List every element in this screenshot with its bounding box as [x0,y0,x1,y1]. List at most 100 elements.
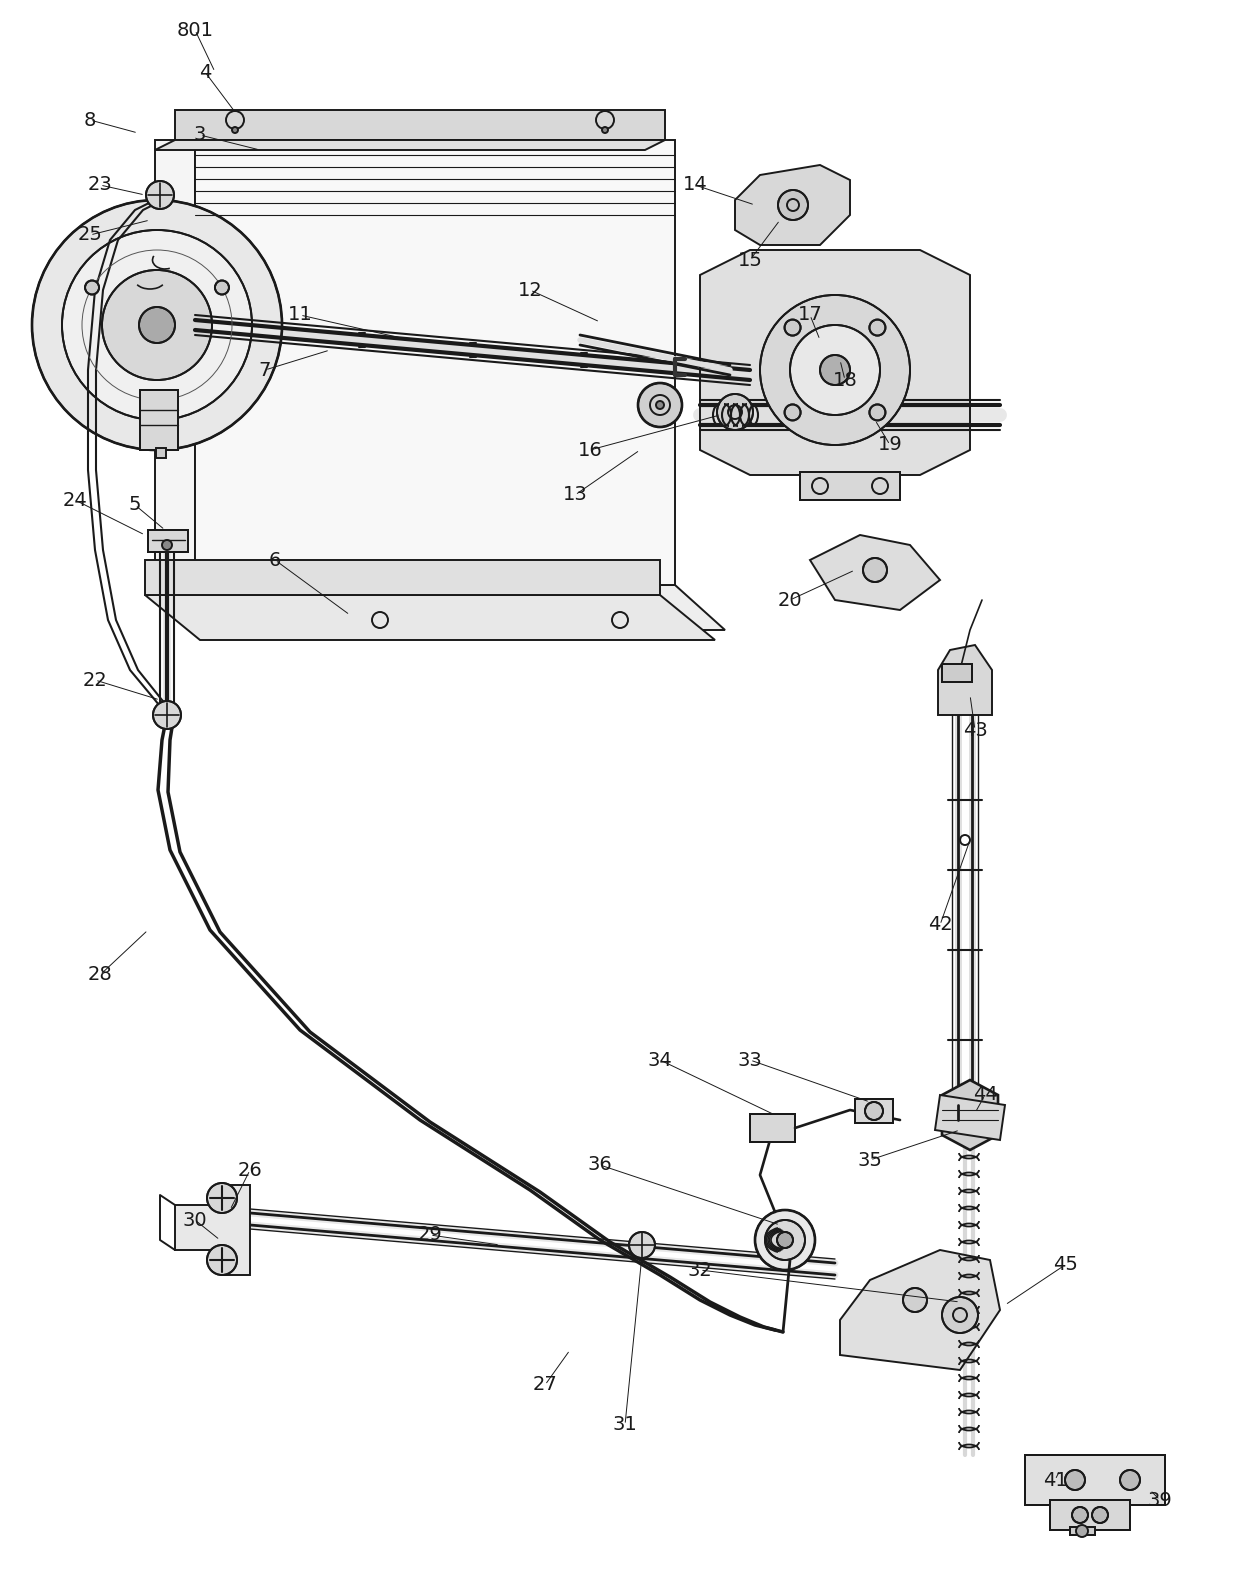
Text: 3: 3 [193,126,206,144]
Bar [942,664,972,681]
Circle shape [765,1220,805,1261]
Bar [1025,1455,1166,1506]
Text: 41: 41 [1043,1471,1068,1490]
Polygon shape [195,586,725,630]
Circle shape [942,1297,978,1333]
Text: 43: 43 [962,721,987,739]
Circle shape [863,557,887,582]
Polygon shape [145,595,715,641]
Circle shape [869,405,885,421]
Circle shape [755,1210,815,1270]
Bar [945,1110,985,1130]
Text: 15: 15 [738,251,763,270]
Polygon shape [155,140,665,151]
Circle shape [1076,1524,1087,1537]
Text: 29: 29 [418,1226,443,1245]
Circle shape [656,400,663,410]
Text: 33: 33 [738,1050,763,1069]
Polygon shape [942,1080,998,1149]
Circle shape [86,281,99,295]
Text: 7: 7 [259,361,272,380]
Circle shape [207,1245,237,1275]
Text: 34: 34 [647,1050,672,1069]
Text: 801: 801 [176,20,213,39]
Text: 30: 30 [182,1210,207,1229]
Text: 16: 16 [578,441,603,460]
Circle shape [601,127,608,133]
Text: 14: 14 [683,176,707,195]
Bar [140,389,179,451]
Bar [942,664,972,681]
Text: 45: 45 [1053,1256,1078,1275]
Bar [856,1099,893,1123]
Circle shape [777,190,808,220]
Polygon shape [935,1094,1004,1140]
Circle shape [1073,1507,1087,1523]
Circle shape [790,325,880,414]
Text: 31: 31 [613,1416,637,1435]
Circle shape [785,405,801,421]
Bar [800,473,900,499]
Circle shape [146,181,174,209]
Bar [1070,1528,1095,1535]
Polygon shape [195,140,675,586]
Polygon shape [155,140,195,586]
Polygon shape [175,1185,250,1275]
Circle shape [232,127,238,133]
Circle shape [153,700,181,728]
Text: 17: 17 [797,306,822,325]
Circle shape [215,281,229,295]
Bar [156,447,166,458]
Bar [1050,1499,1130,1531]
Circle shape [1092,1507,1109,1523]
Text: 32: 32 [688,1261,712,1280]
Bar [945,1110,985,1130]
Text: 4: 4 [198,63,211,82]
Polygon shape [810,535,940,611]
Polygon shape [145,560,660,595]
Circle shape [866,1102,883,1119]
Circle shape [102,270,212,380]
Circle shape [820,355,849,385]
Text: 19: 19 [878,435,903,454]
Circle shape [903,1287,928,1313]
Bar [1050,1499,1130,1531]
Text: 26: 26 [238,1160,263,1179]
Bar [148,531,188,553]
Bar [856,1099,893,1123]
Circle shape [139,308,175,342]
Bar [140,389,179,451]
Text: 27: 27 [533,1375,557,1394]
Circle shape [1120,1470,1140,1490]
Circle shape [162,540,172,549]
Text: 36: 36 [588,1156,613,1174]
Bar [750,1115,795,1141]
Polygon shape [735,165,849,245]
Circle shape [777,1232,794,1248]
Text: 42: 42 [928,915,952,934]
Bar [148,531,188,553]
Circle shape [785,320,801,336]
Text: 25: 25 [78,226,103,245]
Bar [1070,1528,1095,1535]
Text: 5: 5 [129,496,141,515]
Polygon shape [175,110,665,140]
Text: 22: 22 [83,670,108,689]
Circle shape [639,383,682,427]
Circle shape [62,229,252,421]
Text: 13: 13 [563,485,588,504]
Text: 6: 6 [269,551,281,570]
Text: 11: 11 [288,306,312,325]
Text: 24: 24 [63,490,87,510]
Text: 8: 8 [84,110,97,129]
Circle shape [150,392,164,407]
Text: 44: 44 [972,1085,997,1105]
Circle shape [869,320,885,336]
Polygon shape [937,645,992,714]
Bar [1025,1455,1166,1506]
Text: 39: 39 [1148,1490,1172,1509]
Circle shape [760,295,910,444]
Text: 12: 12 [517,281,542,300]
Circle shape [717,394,753,430]
Circle shape [207,1184,237,1214]
